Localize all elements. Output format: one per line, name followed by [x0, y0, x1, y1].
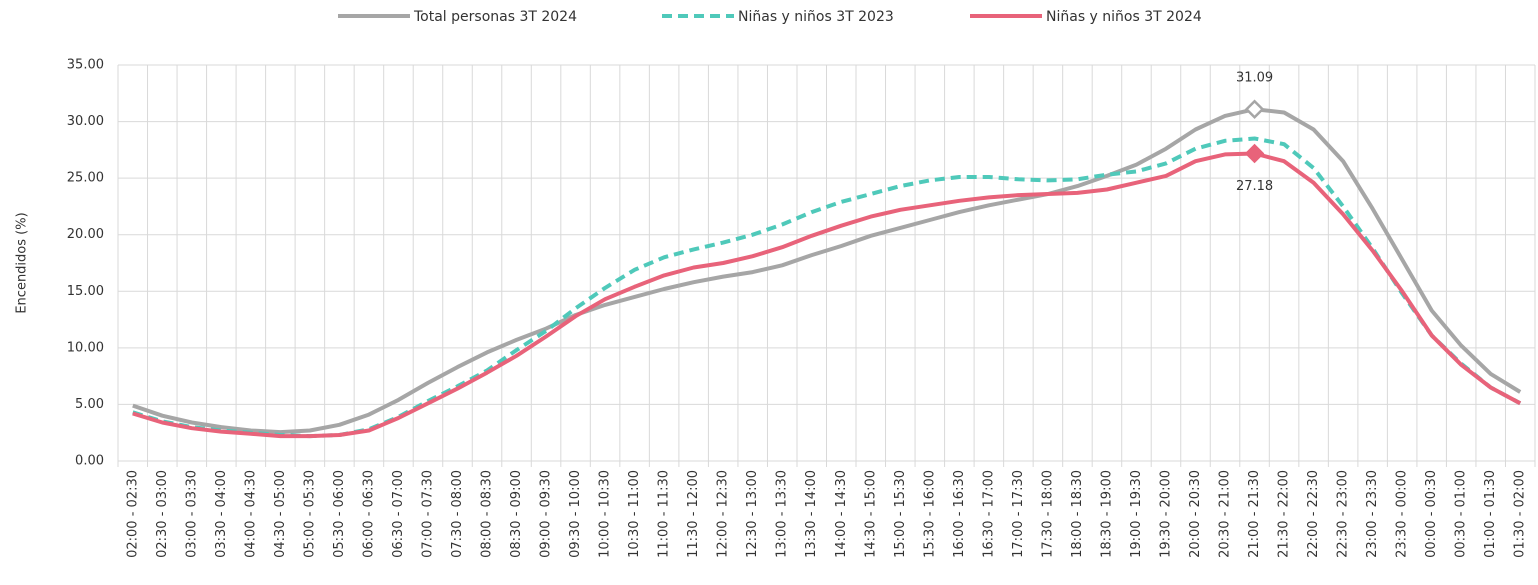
x-tick-label: 20:30 - 21:00: [1218, 470, 1233, 558]
x-tick-label: 04:30 - 05:00: [273, 470, 288, 558]
x-tick-label: 13:30 - 14:00: [804, 470, 819, 558]
x-tick-label: 11:00 - 11:30: [657, 470, 672, 558]
y-tick-label: 20.00: [67, 227, 104, 242]
x-tick-label: 23:30 - 00:00: [1395, 470, 1410, 558]
x-tick-label: 08:00 - 08:30: [480, 470, 495, 558]
legend-label: Total personas 3T 2024: [413, 9, 577, 25]
x-tick-label: 21:00 - 21:30: [1247, 470, 1262, 558]
x-tick-label: 17:30 - 18:00: [1040, 470, 1055, 558]
x-tick-label: 01:00 - 01:30: [1483, 470, 1498, 558]
series-line: [132, 151, 1522, 439]
x-tick-label: 10:00 - 10:30: [598, 470, 613, 558]
x-tick-label: 18:30 - 19:00: [1099, 470, 1114, 558]
x-tick-label: 15:30 - 16:00: [922, 470, 937, 558]
x-tick-label: 02:00 - 02:30: [125, 470, 140, 558]
x-tick-label: 04:00 - 04:30: [243, 470, 258, 558]
x-tick-label: 01:30 - 02:00: [1513, 470, 1528, 558]
x-tick-label: 16:30 - 17:00: [981, 470, 996, 558]
x-tick-label: 06:00 - 06:30: [361, 470, 376, 558]
data-label: 31.09: [1236, 71, 1273, 86]
y-tick-label: 35.00: [67, 58, 104, 73]
x-tick-label: 19:30 - 20:00: [1158, 470, 1173, 558]
y-tick-label: 25.00: [67, 171, 104, 186]
x-tick-label: 00:00 - 00:30: [1424, 470, 1439, 558]
x-tick-label: 06:30 - 07:00: [391, 470, 406, 558]
y-tick-label: 10.00: [67, 340, 104, 355]
x-tick-label: 07:30 - 08:00: [450, 470, 465, 558]
x-tick-label: 05:30 - 06:00: [332, 470, 347, 558]
y-tick-label: 30.00: [67, 114, 104, 129]
x-tick-label: 02:30 - 03:00: [155, 470, 170, 558]
y-axis-label: Encendidos (%): [15, 212, 30, 313]
legend-label: Niñas y niños 3T 2024: [1046, 9, 1202, 25]
point-marker: [1244, 143, 1265, 164]
y-tick-label: 0.00: [75, 454, 104, 469]
x-tick-label: 12:30 - 13:00: [745, 470, 760, 558]
x-tick-label: 09:30 - 10:00: [568, 470, 583, 558]
x-tick-label: 16:00 - 16:30: [952, 470, 967, 558]
x-tick-label: 09:00 - 09:30: [539, 470, 554, 558]
series-line: [132, 107, 1522, 435]
legend-label: Niñas y niños 3T 2023: [738, 9, 894, 25]
point-marker: [1244, 99, 1265, 120]
x-tick-label: 19:00 - 19:30: [1129, 470, 1144, 558]
x-tick-label: 12:00 - 12:30: [716, 470, 731, 558]
x-tick-label: 13:00 - 13:30: [775, 470, 790, 558]
x-tick-label: 14:30 - 15:00: [863, 470, 878, 558]
x-tick-label: 11:30 - 12:00: [686, 470, 701, 558]
x-tick-label: 07:00 - 07:30: [420, 470, 435, 558]
x-tick-label: 17:00 - 17:30: [1011, 470, 1026, 558]
x-tick-label: 03:30 - 04:00: [214, 470, 229, 558]
data-label: 27.18: [1236, 179, 1273, 194]
x-tick-label: 22:00 - 22:30: [1306, 470, 1321, 558]
x-tick-label: 22:30 - 23:00: [1336, 470, 1351, 558]
x-tick-label: 03:00 - 03:30: [184, 470, 199, 558]
y-tick-label: 5.00: [75, 397, 104, 412]
x-tick-label: 18:00 - 18:30: [1070, 470, 1085, 558]
x-tick-label: 23:00 - 23:30: [1365, 470, 1380, 558]
y-tick-label: 15.00: [67, 284, 104, 299]
x-tick-label: 21:30 - 22:00: [1277, 470, 1292, 558]
x-tick-label: 10:30 - 11:00: [627, 470, 642, 558]
x-tick-label: 05:00 - 05:30: [302, 470, 317, 558]
x-tick-label: 15:00 - 15:30: [893, 470, 908, 558]
x-tick-label: 00:30 - 01:00: [1454, 470, 1469, 558]
x-tick-label: 20:00 - 20:30: [1188, 470, 1203, 558]
x-tick-label: 14:00 - 14:30: [834, 470, 849, 558]
x-tick-label: 08:30 - 09:00: [509, 470, 524, 558]
